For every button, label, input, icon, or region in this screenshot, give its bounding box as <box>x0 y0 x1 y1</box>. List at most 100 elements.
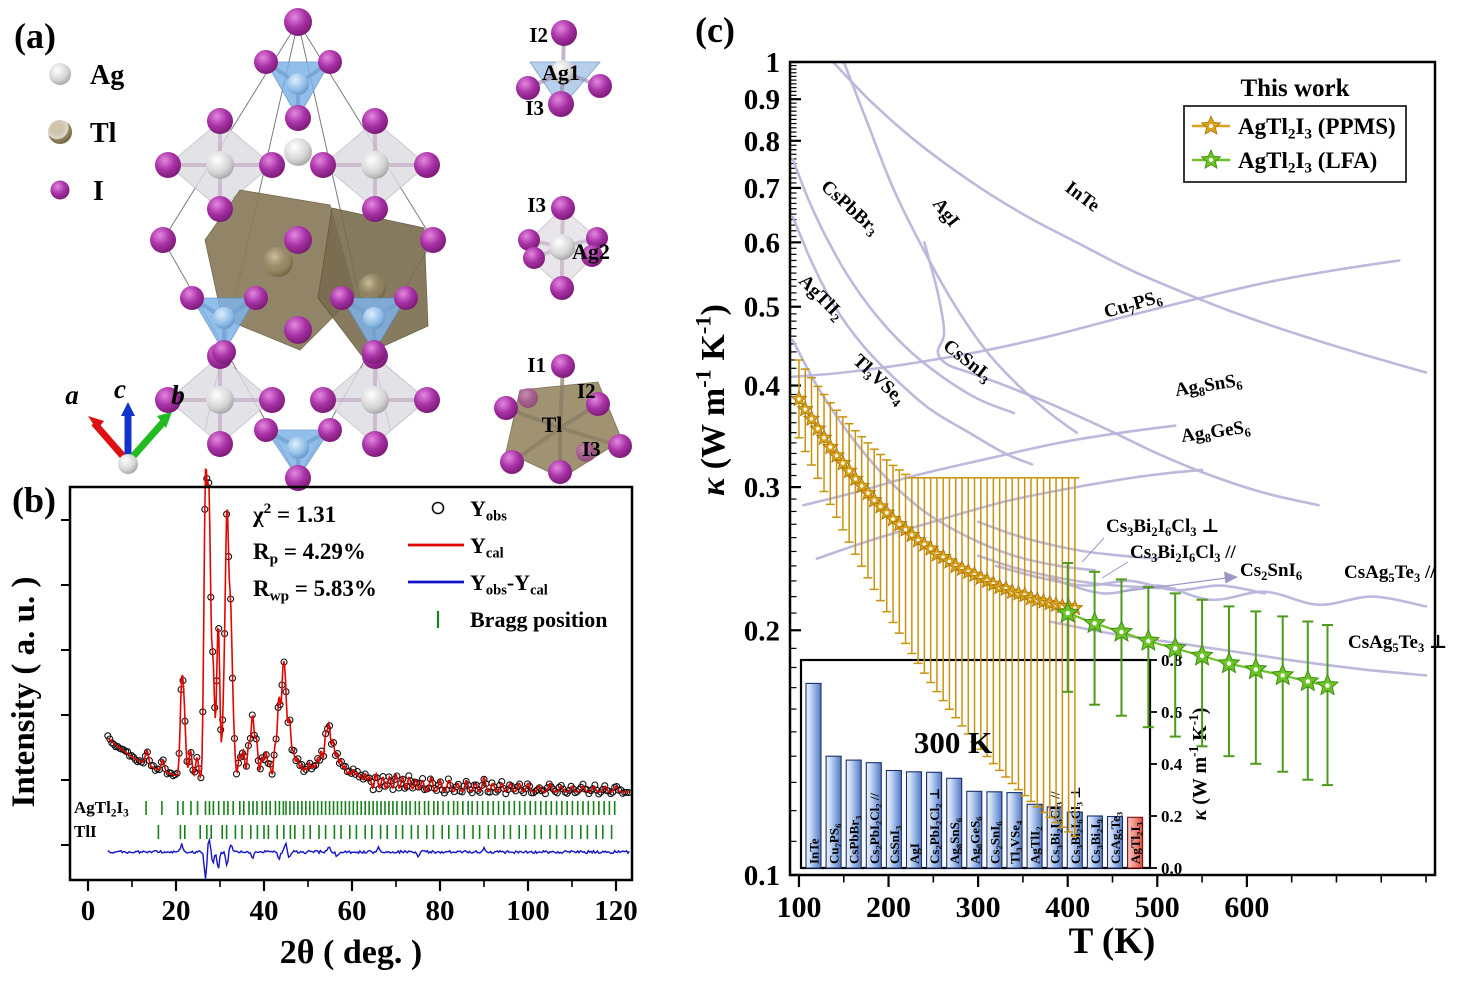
i-atom <box>394 286 418 310</box>
curve-InTe <box>831 60 1428 374</box>
i-atom-back <box>576 442 596 462</box>
inset-bar-label-14: Cs3Bi2I9 <box>1088 819 1105 864</box>
marker-center-dot <box>1146 638 1151 644</box>
ag-tetra-atom <box>213 307 235 329</box>
marker-center-dot <box>928 546 933 551</box>
x-tick-label: 600 <box>1224 891 1269 924</box>
yobs-point <box>106 735 114 743</box>
marker-center-dot <box>853 477 858 481</box>
rwp-stat: Rwp = 5.83% <box>253 576 377 605</box>
inset-bar-label-5: AgI <box>907 843 922 864</box>
inset-y-tick-label: 0.6 <box>1161 703 1182 722</box>
b-axis-label: b <box>171 380 185 410</box>
curve-label-CsAg5Te3p: CsAg5Te3 ⊥ <box>1348 632 1447 655</box>
marker-center-dot <box>1092 621 1097 626</box>
leader-line <box>1101 561 1129 579</box>
marker-center-dot <box>910 533 914 537</box>
i-atom <box>518 229 540 251</box>
i-atom <box>310 387 336 413</box>
i-atom <box>259 387 285 413</box>
panel-b-xrd: 0 20 40 60 80 100 120 (b) Intensity ( a. u. ) … <box>6 468 638 971</box>
c-axis-arrowhead <box>121 402 135 416</box>
yobs-point <box>541 790 549 798</box>
curve-label-Ag8SnS6: Ag8SnS6 <box>1173 370 1243 403</box>
inset-bar-1 <box>825 755 842 869</box>
marker-center-dot <box>872 498 876 502</box>
i-atom <box>362 108 388 134</box>
curve-label-Tl3VSe4: Tl3VSe4 <box>847 350 909 410</box>
i-atom <box>414 152 440 178</box>
marker-center-dot <box>1280 673 1285 678</box>
chi2-stat: χ2 = 1.31 <box>252 500 336 527</box>
yobs-point <box>314 755 322 763</box>
inset-bar-6 <box>926 771 943 869</box>
curve-label-Ag8GeS6: Ag8GeS6 <box>1180 416 1252 448</box>
marker-center-dot <box>1226 661 1232 666</box>
curve-Ag8GeS6 <box>815 468 1204 560</box>
b-axis-arrowhead <box>157 412 172 428</box>
inset-bar-label-4: CsSnI3 <box>887 826 904 864</box>
marker-center-dot <box>797 397 801 401</box>
a-axis-arrow <box>91 420 131 465</box>
i-atom <box>551 196 575 220</box>
marker-center-dot <box>841 461 845 465</box>
i-atom <box>180 286 204 310</box>
inset-bar-15 <box>1106 815 1124 869</box>
x-tick-label: 40 <box>250 895 279 927</box>
yobs-point <box>516 780 524 788</box>
panel-b-frame-labels: (b) Intensity ( a. u. ) 2θ ( deg. ) Brag… <box>6 480 634 971</box>
i-atom-legend-sphere <box>50 180 70 200</box>
leader-arrowhead <box>1224 571 1238 584</box>
legend-lfa-label: AgTl2I3 (LFA) <box>1238 148 1377 177</box>
inset-bar-label-13: Cs3Bi2I6Cl3 ⊥ <box>1068 786 1085 864</box>
i-atom <box>155 152 181 178</box>
this-work-legend: AgTl2I3 (PPMS) AgTl2I3 (LFA) <box>1183 105 1407 183</box>
y-tick-label: 0.8 <box>744 126 780 158</box>
marker-center-dot <box>1305 679 1310 684</box>
inset-bar-label-1: Cu7PS6 <box>827 823 844 864</box>
i-atom <box>330 286 354 310</box>
i-atom <box>362 431 388 457</box>
marker-center-dot <box>809 417 814 421</box>
tl-vertex-label-i2: I2 <box>577 379 596 403</box>
yobs-point <box>415 783 423 791</box>
marker-center-dot <box>803 407 807 411</box>
curve-CsAg5Te3l <box>1048 576 1428 608</box>
ydiff-curve <box>107 837 630 879</box>
yobs-point <box>506 781 514 789</box>
inset-bar-label-6: Cs2PbI2Cl2 ⊥ <box>927 788 944 864</box>
i-atom <box>155 387 181 413</box>
phase-label-tli: TlI <box>74 822 97 841</box>
series-agtl2i3-lfa <box>1055 562 1340 787</box>
i-atom <box>207 196 233 222</box>
curve-AgTlI2 <box>791 215 1034 466</box>
i-atom <box>259 152 285 178</box>
kappa-plot-frame <box>788 60 1437 877</box>
kappa-y-axis-label: κ (W m-1 K-1) <box>690 304 732 496</box>
phase-label-agtl2i3: AgTl2I3 <box>74 798 129 819</box>
ag-atom-legend-label: Ag <box>90 60 124 91</box>
bragg-legend-label: Bragg position <box>470 607 608 632</box>
inset-bar-label-8: Ag8GeS6 <box>967 816 984 864</box>
i-atom <box>362 196 388 222</box>
i-atom <box>586 392 610 416</box>
i-atom <box>254 50 278 74</box>
marker-center-dot <box>1065 610 1070 616</box>
xrd-y-axis-label: Intensity ( a. u. ) <box>6 576 42 807</box>
i-atom <box>516 76 540 100</box>
panel-a-label: (a) <box>14 16 56 56</box>
inset-bar-3 <box>865 762 882 869</box>
i-atom <box>285 105 311 131</box>
ag-atom <box>361 151 389 179</box>
y-tick-label: 0.5 <box>744 292 780 324</box>
i-atom <box>414 387 440 413</box>
reference-curves <box>791 60 1428 677</box>
a-axis-label: a <box>65 380 79 410</box>
kappa-plot-content: 100 200 300 400 500 600 1 0.9 0.8 0.7 0.6 0.5 0.4 0.3… <box>690 47 1447 924</box>
a-axis-arrowhead <box>88 416 104 430</box>
inset-bar-8 <box>966 790 983 869</box>
inset-bar-label-16: AgTl2I3 <box>1128 822 1145 864</box>
series-agtl2i3-ppms <box>790 359 1084 838</box>
i-atom <box>318 50 342 74</box>
